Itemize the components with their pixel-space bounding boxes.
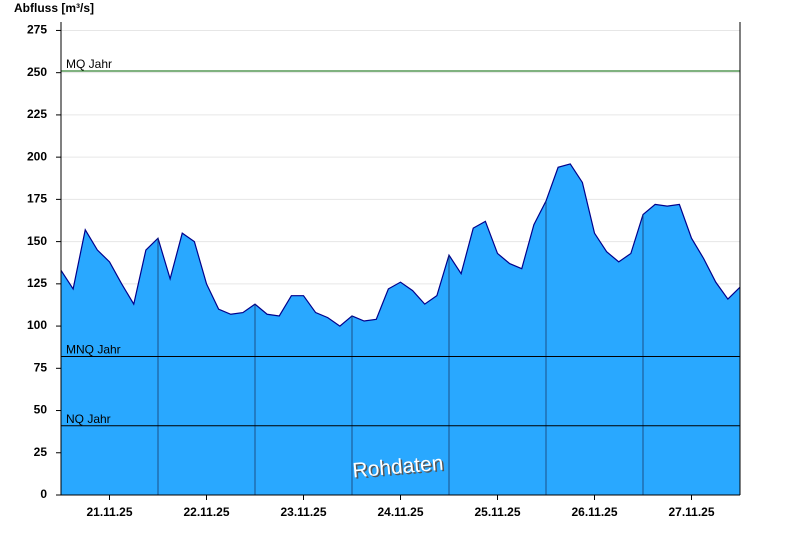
y-tick-label: 75 [34, 360, 48, 374]
y-tick-label: 275 [27, 23, 47, 37]
y-tick-label: 250 [27, 65, 47, 79]
line [60, 163, 741, 327]
x-tick-label: 21.11.25 [86, 505, 132, 519]
y-tick-label: 50 [34, 403, 48, 417]
y-tick-label: 125 [27, 276, 47, 290]
y-tick-label: 25 [34, 445, 48, 459]
reference-label: NQ Jahr [66, 412, 111, 426]
reference-label: MQ Jahr [66, 57, 112, 71]
y-tick-label: 150 [27, 234, 47, 248]
y-tick-label: 100 [27, 318, 47, 332]
x-tick-label: 24.11.25 [377, 505, 423, 519]
area [61, 163, 740, 495]
y-tick-label: 225 [27, 107, 47, 121]
reference-label: MNQ Jahr [66, 343, 121, 357]
y-tick-label: 200 [27, 149, 47, 163]
x-tick-label: 26.11.25 [571, 505, 617, 519]
y-tick-label: 0 [40, 487, 47, 501]
x-tick-label: 25.11.25 [474, 505, 520, 519]
x-tick-label: 23.11.25 [280, 505, 326, 519]
y-tick-label: 175 [27, 192, 47, 206]
x-tick-label: 22.11.25 [183, 505, 229, 519]
y-axis-label: Abfluss [m³/s] [14, 1, 94, 15]
x-tick-label: 27.11.25 [668, 505, 714, 519]
